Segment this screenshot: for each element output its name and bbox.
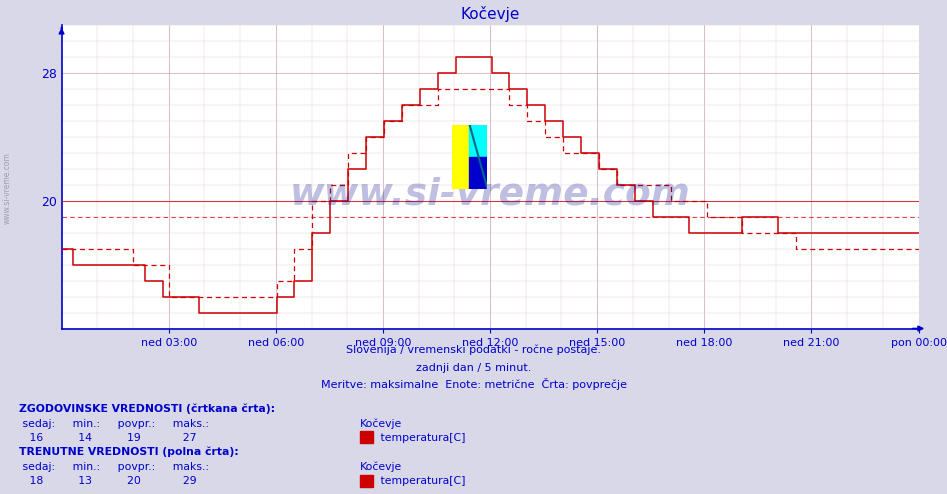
Text: temperatura[C]: temperatura[C] [377, 476, 465, 486]
Text: ZGODOVINSKE VREDNOSTI (črtkana črta):: ZGODOVINSKE VREDNOSTI (črtkana črta): [19, 404, 275, 414]
Text: 18          13          20            29: 18 13 20 29 [19, 476, 197, 486]
Polygon shape [470, 157, 488, 189]
Text: 16          14          19            27: 16 14 19 27 [19, 433, 196, 443]
Title: Kočevje: Kočevje [460, 6, 520, 22]
Text: Kočevje: Kočevje [360, 462, 402, 472]
Text: www.si-vreme.com: www.si-vreme.com [3, 152, 12, 224]
Text: sedaj:     min.:     povpr.:     maks.:: sedaj: min.: povpr.: maks.: [19, 462, 209, 472]
Polygon shape [452, 124, 470, 189]
Text: Slovenija / vremenski podatki - ročne postaje.: Slovenija / vremenski podatki - ročne po… [346, 345, 601, 355]
Polygon shape [470, 124, 488, 157]
Text: Kočevje: Kočevje [360, 419, 402, 429]
Text: www.si-vreme.com: www.si-vreme.com [290, 177, 690, 213]
Text: TRENUTNE VREDNOSTI (polna črta):: TRENUTNE VREDNOSTI (polna črta): [19, 447, 239, 457]
Text: temperatura[C]: temperatura[C] [377, 433, 465, 443]
Text: sedaj:     min.:     povpr.:     maks.:: sedaj: min.: povpr.: maks.: [19, 419, 209, 429]
Text: zadnji dan / 5 minut.: zadnji dan / 5 minut. [416, 363, 531, 372]
Text: Meritve: maksimalne  Enote: metrične  Črta: povprečje: Meritve: maksimalne Enote: metrične Črta… [320, 378, 627, 390]
